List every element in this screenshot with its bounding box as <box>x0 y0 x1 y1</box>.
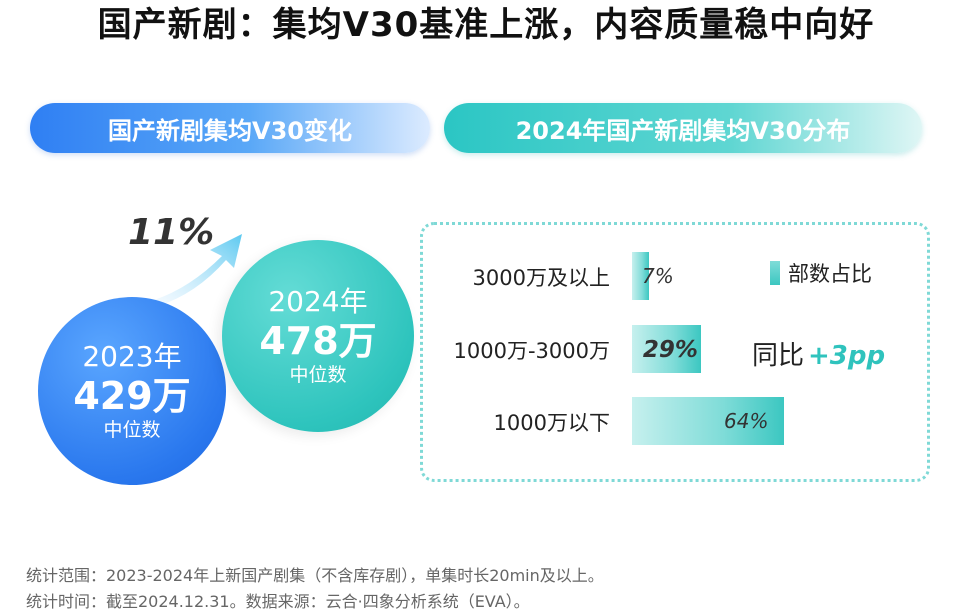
median-2024-value: 478万 <box>259 319 377 363</box>
circle-2023: 2023年 429万 中位数 <box>38 297 226 485</box>
yoy-annotation: 同比 +3pp <box>752 335 885 372</box>
median-2023-value: 429万 <box>73 374 191 418</box>
bar-value-label: 64% <box>724 409 769 433</box>
circle-2024: 2024年 478万 中位数 <box>222 240 414 432</box>
year-2024-label: 2024年 <box>268 285 368 318</box>
v30-distribution-header: 2024年国产新剧集均V30分布 <box>444 103 922 153</box>
bar-2 <box>632 397 784 445</box>
median-2024-label: 中位数 <box>289 364 347 386</box>
category-label: 3000万及以上 <box>472 266 610 290</box>
page-title: 国产新剧：集均V30基准上涨，内容质量稳中向好 <box>97 5 875 45</box>
median-2023-label: 中位数 <box>103 419 161 441</box>
legend-swatch <box>770 261 780 285</box>
chart-legend: 部数占比 <box>770 258 872 288</box>
bar-1 <box>632 325 701 373</box>
footnote-source: 统计时间：截至2024.12.31。数据来源：云合·四象分析系统（EVA）。 <box>26 592 530 611</box>
year-2023-label: 2023年 <box>82 340 182 373</box>
distribution-box <box>420 222 930 482</box>
bar-value-label: 7% <box>642 264 674 288</box>
legend-label: 部数占比 <box>788 262 872 286</box>
growth-rate: 11% <box>128 212 215 253</box>
footnote-scope: 统计范围：2023-2024年上新国产剧集（不含库存剧），单集时长20min及以… <box>26 566 604 585</box>
category-label: 1000万以下 <box>493 411 610 435</box>
v30-change-header: 国产新剧集均V30变化 <box>30 103 430 153</box>
bar-0 <box>632 252 649 300</box>
growth-arrow-icon <box>154 234 242 306</box>
yoy-label: 同比 <box>752 341 805 371</box>
yoy-value: +3pp <box>808 341 886 371</box>
category-label: 1000万-3000万 <box>453 339 610 363</box>
bar-value-label: 29% <box>642 337 698 363</box>
